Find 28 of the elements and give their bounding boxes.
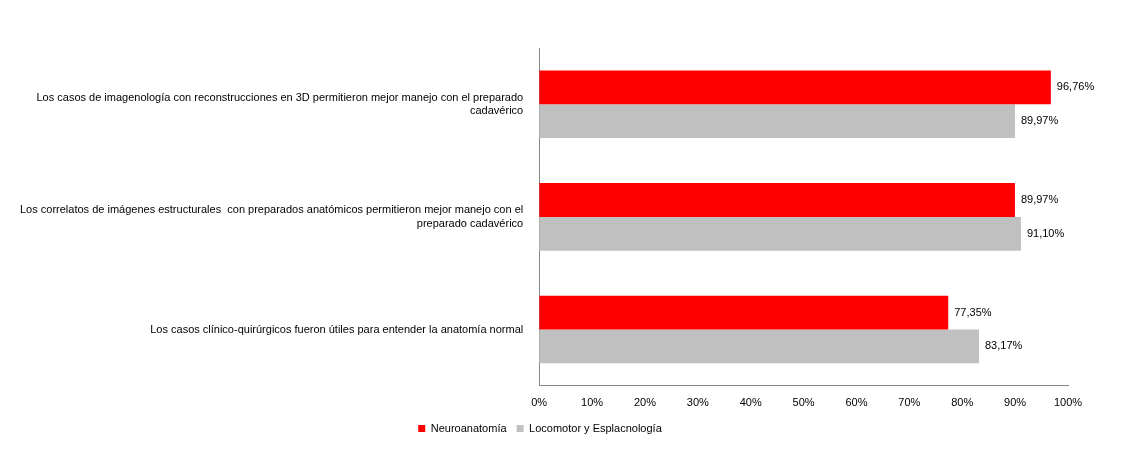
y-tick-label: Los correlatos de imágenes estructurales con preparados anatómicos permitieron mejor manejo con el preparado cadavérico [20,203,524,229]
x-tick-label: 60% [845,396,868,409]
x-tick-label: 40% [739,396,762,409]
x-tick-label: 20% [633,396,657,409]
x-tick-label: 0% [531,396,548,409]
bar [539,329,979,364]
bar [539,104,1015,139]
bar [539,295,949,330]
data-label: 83,17% [985,339,1023,352]
data-label: 96,76% [1056,80,1095,93]
x-tick-label: 70% [898,396,921,409]
x-tick-label: 10% [581,396,604,409]
x-tick-label: 100% [1053,396,1083,409]
x-tick-label: 30% [686,396,710,409]
x-tick-label: 50% [792,396,815,409]
bar [539,70,1051,105]
x-tick-label: 80% [951,396,974,409]
data-label: 89,97% [1020,193,1059,206]
bar [539,183,1015,217]
bar [539,216,1021,251]
legend-label: Locomotor y Esplacnología [529,421,663,434]
y-tick-label: Los casos de imagenología con reconstrucciones en 3D permitieron mejor manejo con el preparado cadavérico [36,90,524,116]
y-tick-label: Los casos clínico-quirúrgicos fueron útiles para entender la anatomía normal [150,322,524,335]
data-label: 91,10% [1026,226,1065,239]
data-label: 77,35% [954,305,992,318]
legend-label: Neuroanatomía [430,421,508,434]
x-tick-label: 90% [1004,396,1027,409]
data-label: 89,97% [1020,114,1059,127]
